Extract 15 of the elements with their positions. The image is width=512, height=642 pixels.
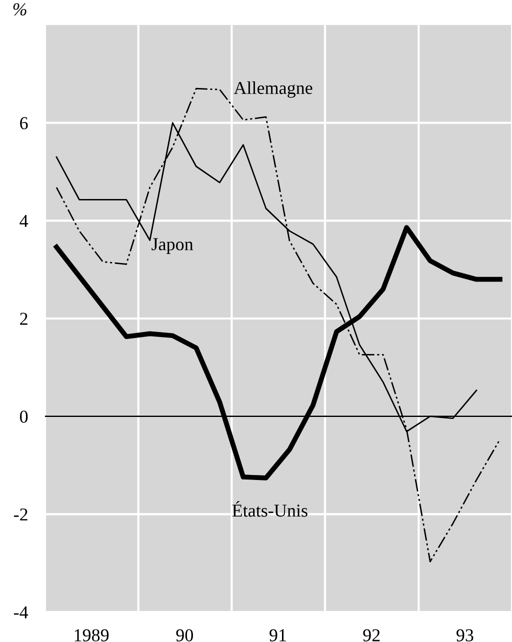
y-axis-title: % xyxy=(13,3,26,16)
y-tick-label: 4 xyxy=(20,215,28,227)
y-tick-label: 0 xyxy=(20,410,28,423)
annotation: Japon xyxy=(152,238,194,254)
x-tick-label: 90 xyxy=(176,629,193,642)
x-tick-label: 91 xyxy=(270,629,286,642)
annotation: Allemagne xyxy=(234,81,312,98)
y-tick-label: -4 xyxy=(14,606,28,618)
x-tick-label: 93 xyxy=(456,629,474,642)
y-tick-label: 2 xyxy=(20,312,28,325)
annotation: États-Unis xyxy=(232,501,308,517)
y-tick-label: 6 xyxy=(20,117,28,130)
y-tick-label: -2 xyxy=(14,508,28,520)
x-tick-label: 92 xyxy=(363,629,380,642)
x-tick-label: 1989 xyxy=(74,629,109,642)
